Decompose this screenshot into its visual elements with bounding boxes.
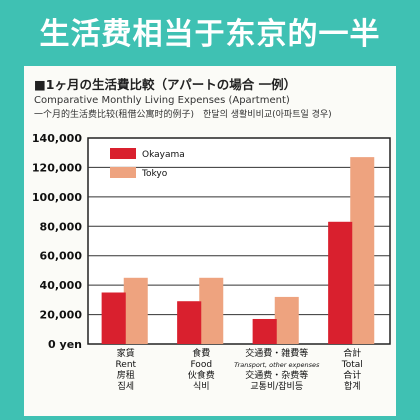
x-label-ja-1: 食費	[192, 347, 210, 359]
x-label-ko-1: 식비	[193, 381, 210, 392]
chart-title: ■1ヶ月の生活費比較（アパートの場合 一例）	[34, 77, 297, 92]
bar-chart: 0 yen 20,000 40,000 60,000 80,000 100,000 120,…	[32, 132, 391, 392]
y-tick-label: 40,000	[40, 279, 83, 292]
chart-card: ■1ヶ月の生活費比較（アパートの場合 一例） Comparative Month…	[24, 66, 396, 416]
x-label-en-0: Rent	[115, 360, 136, 370]
y-tick-label: 60,000	[40, 250, 83, 263]
x-label-ko-3: 합계	[344, 380, 361, 392]
bar-okayama-front-2	[252, 318, 277, 344]
x-label-ja-3: 合計	[343, 347, 361, 359]
y-tick-label: 20,000	[40, 309, 83, 322]
x-label-zh-2: 交通费・杂费等	[245, 369, 308, 381]
bar-tokyo-3	[350, 157, 375, 344]
x-label-en-2: Transport, other expenses	[234, 361, 320, 369]
chart-subtitle-zh-ko: 一个月的生活费比较(租借公寓时的例子) 한달의 생활비비교(아파트일 경우)	[34, 110, 332, 120]
banner-title: 生活费相当于东京的一半	[39, 17, 381, 52]
y-tick-label: 0 yen	[48, 338, 82, 351]
x-label-en-1: Food	[190, 360, 212, 370]
y-tick-label: 120,000	[32, 161, 82, 174]
x-label-zh-0: 房租	[117, 369, 135, 381]
y-tick-label: 80,000	[40, 220, 83, 233]
y-tick-label: 100,000	[32, 191, 82, 204]
x-label-zh-3: 合计	[343, 369, 361, 381]
bar-tokyo-1	[199, 277, 224, 344]
x-label-ja-0: 家賃	[117, 347, 135, 359]
x-label-en-3: Total	[341, 360, 363, 370]
bar-tokyo-2	[274, 296, 299, 344]
chart-subtitle-en: Comparative Monthly Living Expenses (Apa…	[34, 95, 290, 106]
legend-swatch-tokyo	[110, 167, 136, 178]
x-label-ko-0: 집세	[117, 380, 134, 392]
x-label-zh-1: 伙食费	[188, 369, 215, 381]
bar-tokyo-0	[123, 277, 148, 344]
bar-okayama-front-1	[177, 301, 202, 344]
chart-title-block: ■1ヶ月の生活費比較（アパートの場合 一例） Comparative Month…	[34, 74, 394, 120]
bar-okayama-front-3	[328, 221, 353, 344]
y-tick-label: 140,000	[32, 132, 82, 145]
legend-label-okayama: Okayama	[142, 150, 185, 160]
legend-label-tokyo: Tokyo	[141, 169, 168, 179]
x-label-ja-2: 交通費・雑費等	[245, 347, 308, 359]
legend-swatch-okayama	[110, 148, 136, 159]
bar-okayama-front-0	[101, 292, 126, 344]
x-label-ko-2: 교통비/잡비등	[250, 380, 303, 392]
